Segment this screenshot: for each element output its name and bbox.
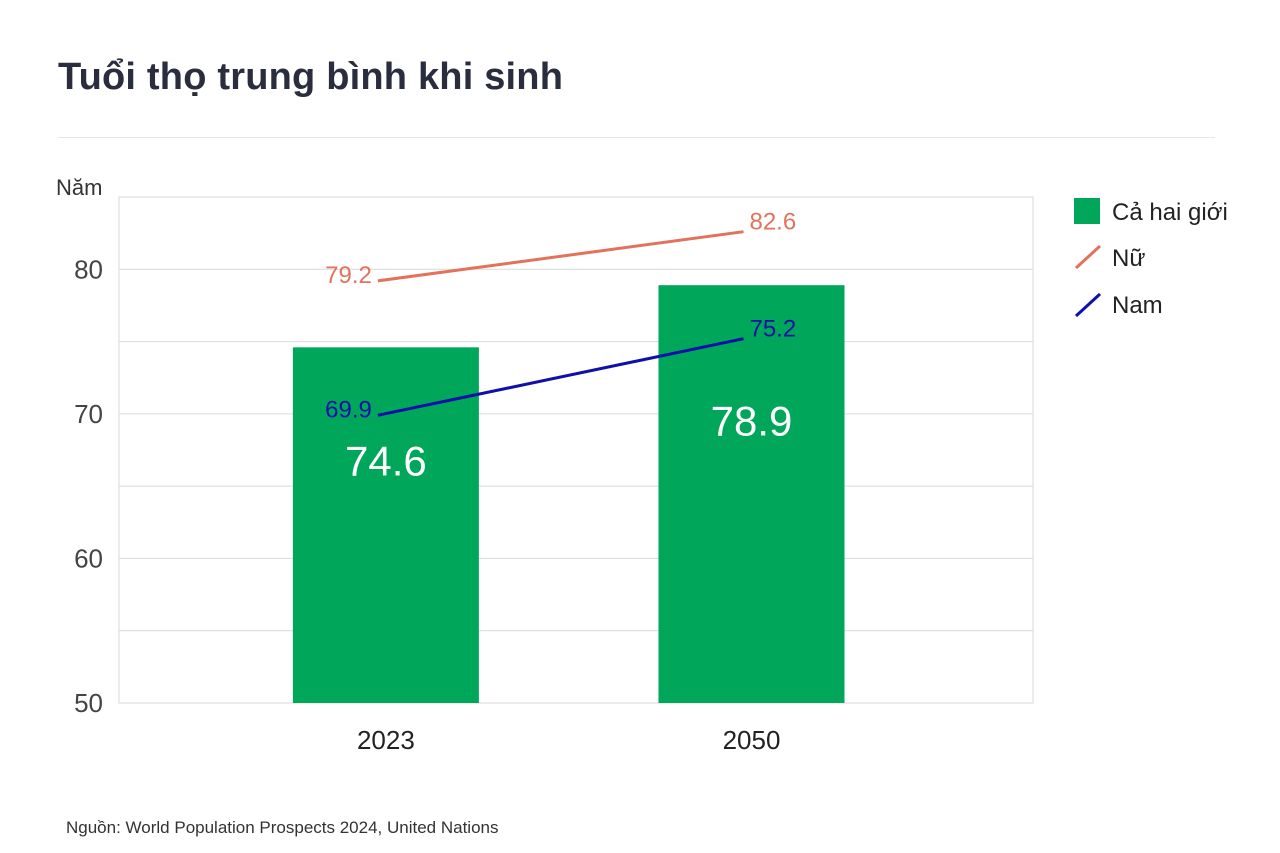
x-tick-label: 2050: [723, 725, 781, 755]
legend-swatch-male: [1074, 292, 1102, 318]
chart-title: Tuổi thọ trung bình khi sinh: [58, 56, 564, 98]
line-value-label: 82.6: [749, 209, 796, 236]
series-line-female: [377, 230, 744, 283]
y-tick-label: 50: [74, 688, 103, 718]
legend-label-female: Nữ: [1112, 245, 1145, 272]
y-tick-label: 60: [74, 543, 103, 573]
line-value-label: 69.9: [325, 396, 372, 423]
y-tick-label: 70: [74, 399, 103, 429]
bar: [292, 347, 479, 703]
series-line-male: [377, 337, 744, 417]
line-value-label: 75.2: [749, 316, 796, 343]
bar-value-label: 74.6: [345, 437, 427, 484]
legend-label-both: Cả hai giới: [1112, 199, 1228, 226]
legend-swatch-female: [1074, 244, 1102, 270]
plot-frame: [118, 196, 1034, 704]
bar-value-label: 78.9: [711, 398, 793, 445]
y-tick-label: 80: [74, 254, 103, 284]
source-note: Nguồn: World Population Prospects 2024, …: [66, 818, 499, 837]
x-tick-label: 2023: [357, 725, 415, 755]
line-value-label: 79.2: [325, 262, 372, 289]
bar: [658, 285, 845, 703]
title-divider: [58, 137, 1215, 138]
y-axis-label: Năm: [56, 175, 102, 200]
legend-label-male: Nam: [1112, 292, 1163, 319]
legend-swatch-both: [1074, 198, 1100, 224]
